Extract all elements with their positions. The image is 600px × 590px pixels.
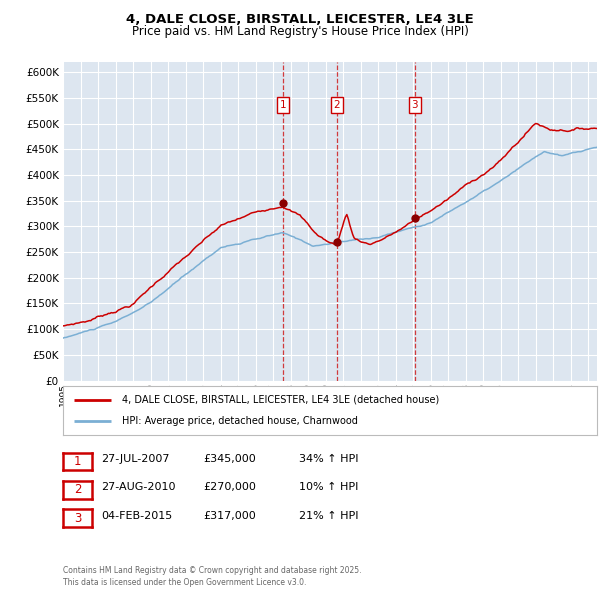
- Text: 10% ↑ HPI: 10% ↑ HPI: [299, 483, 358, 492]
- Text: 2: 2: [74, 483, 81, 496]
- Text: 04-FEB-2015: 04-FEB-2015: [101, 511, 172, 520]
- Text: £317,000: £317,000: [203, 511, 256, 520]
- Text: 34% ↑ HPI: 34% ↑ HPI: [299, 454, 358, 464]
- Text: 27-AUG-2010: 27-AUG-2010: [101, 483, 175, 492]
- Text: HPI: Average price, detached house, Charnwood: HPI: Average price, detached house, Char…: [122, 417, 358, 427]
- Text: 1: 1: [74, 455, 81, 468]
- Text: Contains HM Land Registry data © Crown copyright and database right 2025.
This d: Contains HM Land Registry data © Crown c…: [63, 566, 361, 587]
- Text: 4, DALE CLOSE, BIRSTALL, LEICESTER, LE4 3LE (detached house): 4, DALE CLOSE, BIRSTALL, LEICESTER, LE4 …: [122, 395, 439, 405]
- Text: £345,000: £345,000: [203, 454, 256, 464]
- Text: 3: 3: [74, 512, 81, 525]
- Text: £270,000: £270,000: [203, 483, 256, 492]
- Text: 21% ↑ HPI: 21% ↑ HPI: [299, 511, 358, 520]
- Text: 1: 1: [280, 100, 286, 110]
- Text: 4, DALE CLOSE, BIRSTALL, LEICESTER, LE4 3LE: 4, DALE CLOSE, BIRSTALL, LEICESTER, LE4 …: [126, 13, 474, 26]
- Text: 27-JUL-2007: 27-JUL-2007: [101, 454, 169, 464]
- Text: Price paid vs. HM Land Registry's House Price Index (HPI): Price paid vs. HM Land Registry's House …: [131, 25, 469, 38]
- Text: 3: 3: [412, 100, 418, 110]
- Text: 2: 2: [334, 100, 340, 110]
